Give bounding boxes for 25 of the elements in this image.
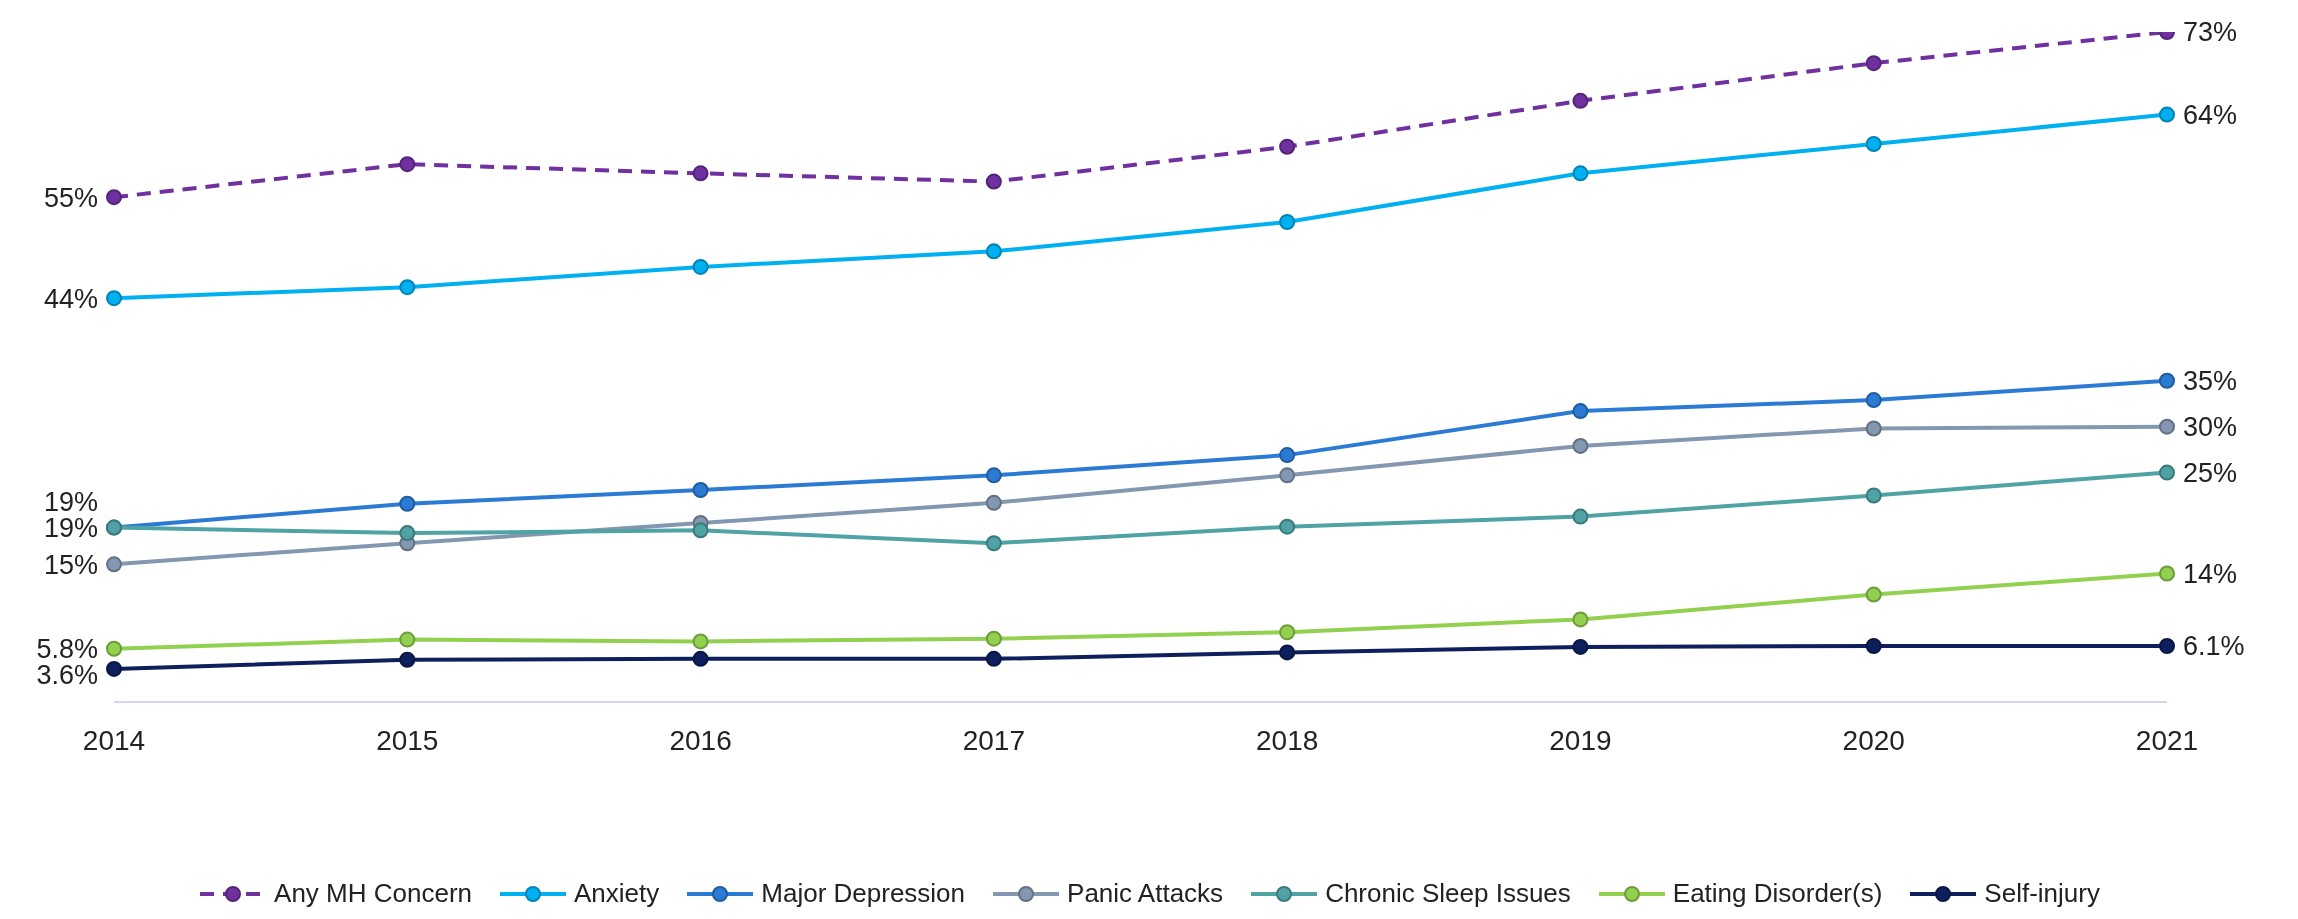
- data-label: 15%: [43, 549, 98, 580]
- data-label: 55%: [43, 182, 98, 213]
- legend-label: Chronic Sleep Issues: [1325, 878, 1571, 909]
- x-tick-label: 2014: [82, 724, 146, 756]
- x-tick-label: 2021: [2135, 724, 2199, 756]
- legend-label: Major Depression: [761, 878, 966, 909]
- x-tick-label: 2016: [669, 724, 732, 756]
- data-label: 35%: [2183, 366, 2238, 397]
- data-label: 30%: [2183, 412, 2238, 443]
- legend-label: Eating Disorder(s): [1672, 878, 1883, 909]
- data-label: 6.1%: [2183, 631, 2245, 662]
- data-label: 14%: [2183, 558, 2238, 589]
- data-label: 25%: [2183, 458, 2238, 488]
- legend-label: Any MH Concern: [274, 878, 473, 909]
- data-label: 64%: [2183, 100, 2238, 131]
- x-tick-label: 2017: [962, 724, 1026, 756]
- legend-label: Anxiety: [574, 878, 660, 909]
- x-tick-label: 2015: [376, 724, 439, 756]
- data-label: 44%: [43, 283, 98, 314]
- x-tick-label: 2019: [1549, 724, 1612, 756]
- data-label: 73%: [2183, 17, 2238, 48]
- x-tick-label: 2020: [1842, 724, 1905, 756]
- legend-label: Panic Attacks: [1067, 878, 1224, 909]
- legend-label: Self-injury: [1984, 878, 2100, 909]
- x-tick-label: 2018: [1255, 724, 1319, 756]
